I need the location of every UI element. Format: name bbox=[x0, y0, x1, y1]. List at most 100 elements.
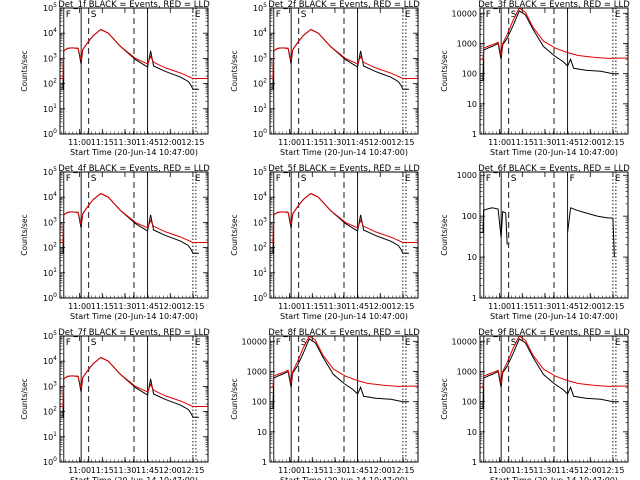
y-tick-label: 104 bbox=[253, 27, 267, 38]
y-tick-label: 1000 bbox=[457, 39, 477, 48]
x-tick-label: 11:30 bbox=[533, 302, 556, 311]
y-axis-label: Counts/sec bbox=[20, 378, 29, 419]
x-tick-label: 12:00 bbox=[579, 466, 602, 475]
x-tick-label: 11:15 bbox=[301, 302, 324, 311]
axes-frame bbox=[479, 335, 629, 463]
x-axis-label: Start Time (20-Jun-14 10:47:00) bbox=[280, 312, 408, 321]
x-tick-label: 11:00 bbox=[68, 138, 91, 147]
x-tick-label: 11:30 bbox=[323, 302, 346, 311]
y-axis-label: Counts/sec bbox=[440, 378, 449, 419]
x-tick-label: 12:15 bbox=[391, 466, 414, 475]
y-tick-label: 102 bbox=[43, 78, 57, 89]
marker-label: E bbox=[405, 338, 411, 348]
x-tick-label: 11:00 bbox=[488, 302, 511, 311]
y-tick-label: 100 bbox=[462, 212, 477, 221]
y-tick-label: 103 bbox=[43, 380, 57, 391]
x-tick-label: 11:45 bbox=[556, 466, 579, 475]
y-tick-label: 100 bbox=[43, 128, 57, 139]
marker-label: E bbox=[195, 338, 201, 348]
y-axis: 100 101 102 103 104 105 bbox=[43, 166, 208, 303]
y-tick-label: 100 bbox=[462, 398, 477, 407]
y-tick-label: 105 bbox=[43, 166, 57, 177]
y-axis-label: Counts/sec bbox=[20, 214, 29, 255]
series-group bbox=[60, 28, 208, 90]
y-tick-label: 10 bbox=[467, 100, 477, 109]
x-tick-label: 11:00 bbox=[488, 466, 511, 475]
x-tick-label: 12:00 bbox=[369, 302, 392, 311]
x-tick-label: 12:00 bbox=[369, 138, 392, 147]
y-tick-label: 100 bbox=[253, 128, 267, 139]
x-axis: 11:00 11:15 11:30 11:45 12:00 12:15 bbox=[271, 172, 416, 311]
series-line-events bbox=[270, 338, 409, 409]
x-tick-label: 11:30 bbox=[323, 138, 346, 147]
x-tick-label: 12:00 bbox=[369, 466, 392, 475]
x-tick-label: 12:00 bbox=[579, 302, 602, 311]
x-tick-label: 11:45 bbox=[136, 138, 159, 147]
x-axis-label: Start Time (20-Jun-14 10:47:00) bbox=[70, 148, 198, 157]
marker-label: E bbox=[405, 10, 411, 20]
panel-title: Det_9f BLACK = Events, RED = LLD bbox=[478, 328, 630, 338]
marker-label: S bbox=[511, 10, 517, 20]
y-tick-label: 1 bbox=[472, 130, 477, 139]
x-tick-label: 11:45 bbox=[136, 302, 159, 311]
marker-label: S bbox=[91, 174, 97, 184]
marker-label: F bbox=[486, 174, 491, 184]
x-axis: 11:00 11:15 11:30 11:45 12:00 12:15 bbox=[481, 172, 626, 311]
y-tick-label: 1 bbox=[262, 458, 267, 467]
x-tick-label: 11:45 bbox=[346, 302, 369, 311]
x-tick-label: 11:15 bbox=[511, 138, 534, 147]
series-line-lld bbox=[480, 8, 628, 60]
x-tick-label: 12:15 bbox=[391, 138, 414, 147]
y-tick-label: 100 bbox=[462, 70, 477, 79]
y-axis: 1 10 100 1000 bbox=[457, 171, 628, 303]
y-tick-label: 105 bbox=[43, 2, 57, 13]
marker-label: F bbox=[276, 174, 281, 184]
x-tick-label: 11:00 bbox=[488, 138, 511, 147]
y-axis-label: Counts/sec bbox=[230, 50, 239, 91]
marker-label: E bbox=[615, 338, 621, 348]
y-tick-label: 101 bbox=[253, 267, 267, 278]
marker-label: E bbox=[195, 10, 201, 20]
marker-label: E bbox=[195, 174, 201, 184]
y-tick-label: 1000 bbox=[457, 367, 477, 376]
x-axis: 11:00 11:15 11:30 11:45 12:00 12:15 bbox=[271, 336, 416, 475]
y-tick-label: 1000 bbox=[247, 367, 267, 376]
y-axis: 1 10 100 1000 10000 bbox=[452, 9, 628, 139]
x-tick-label: 11:45 bbox=[556, 138, 579, 147]
x-tick-label: 12:15 bbox=[601, 302, 624, 311]
series-group bbox=[60, 192, 208, 254]
marker-label: F bbox=[66, 10, 71, 20]
y-tick-label: 104 bbox=[43, 27, 57, 38]
panel-title: Det_7f BLACK = Events, RED = LLD bbox=[58, 328, 210, 338]
y-axis-label: Counts/sec bbox=[20, 50, 29, 91]
marker-label: F bbox=[66, 338, 71, 348]
series-line-lld bbox=[270, 192, 418, 243]
x-tick-label: 11:45 bbox=[346, 138, 369, 147]
x-tick-label: 12:00 bbox=[579, 138, 602, 147]
series-line-lld bbox=[480, 336, 628, 388]
y-tick-label: 10 bbox=[467, 428, 477, 437]
y-axis: 1 10 100 1000 10000 bbox=[242, 337, 418, 467]
marker-label: E bbox=[615, 174, 621, 184]
x-axis: 11:00 11:15 11:30 11:45 12:00 12:15 bbox=[481, 336, 626, 475]
x-tick-label: 11:45 bbox=[136, 466, 159, 475]
axes-frame bbox=[269, 335, 419, 463]
x-axis-label: Start Time (20-Jun-14 10:47:00) bbox=[490, 476, 618, 480]
y-tick-label: 104 bbox=[43, 355, 57, 366]
y-tick-label: 105 bbox=[253, 2, 267, 13]
marker-label: S bbox=[301, 338, 307, 348]
series-line-events bbox=[480, 207, 615, 258]
y-tick-label: 100 bbox=[43, 456, 57, 467]
axes-frame bbox=[59, 171, 209, 299]
panel-title: Det_3f BLACK = Events, RED = LLD bbox=[478, 0, 630, 10]
x-tick-label: 11:00 bbox=[68, 466, 91, 475]
x-tick-label: 11:30 bbox=[113, 138, 136, 147]
marker-label: F bbox=[66, 174, 71, 184]
